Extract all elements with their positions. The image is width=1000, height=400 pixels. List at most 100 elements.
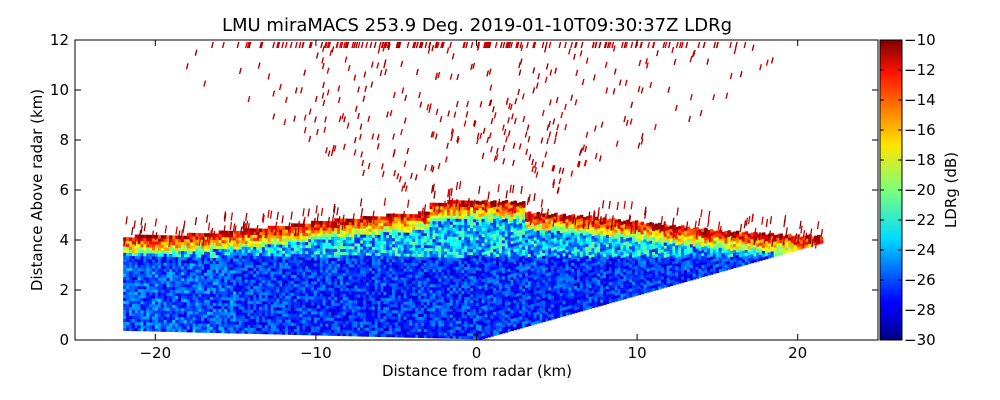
ldr-cell — [438, 256, 442, 261]
ldr-cell — [267, 309, 272, 314]
ldr-cell — [371, 297, 376, 301]
ldr-cell — [389, 252, 393, 257]
ldr-cell — [256, 312, 260, 316]
ldr-cell — [366, 315, 370, 319]
ldr-cell — [131, 288, 136, 293]
ldr-cell — [415, 229, 419, 233]
ldr-cell — [397, 309, 402, 314]
ldr-cell — [458, 260, 462, 264]
ldr-cell — [406, 268, 410, 272]
ldr-cell — [446, 248, 451, 252]
ldr-cell — [452, 224, 457, 228]
ldr-cell — [464, 245, 468, 250]
ldr-cell — [319, 281, 324, 285]
ldr-cell — [238, 321, 243, 325]
ldr-cell — [348, 266, 353, 271]
ldr-cell — [467, 317, 471, 322]
ldr-cell — [383, 318, 387, 323]
ldr-cell — [296, 310, 301, 314]
ldr-cell — [392, 225, 396, 230]
ldr-cell — [377, 294, 382, 298]
ldr-cell — [438, 265, 442, 270]
ldr-cell — [429, 280, 434, 285]
ldr-cell — [412, 220, 416, 224]
ldr-cell — [218, 281, 223, 286]
ldr-cell — [235, 285, 240, 289]
ldr-cell — [438, 250, 442, 255]
ldr-cell — [233, 269, 237, 274]
ldr-cell — [383, 333, 387, 338]
ldr-cell — [299, 244, 303, 249]
ldr-cell — [420, 283, 425, 287]
ldr-cell — [452, 257, 457, 261]
ldr-cell — [305, 322, 309, 327]
ldr-cell — [435, 313, 439, 318]
ldr-cell — [455, 203, 460, 207]
ldr-cell — [461, 218, 465, 222]
ldr-cell — [397, 216, 402, 221]
ldr-cell — [383, 261, 387, 266]
ldr-cell — [473, 320, 477, 325]
ldr-cell — [178, 277, 182, 282]
ldr-cell — [273, 318, 277, 323]
ldr-cell — [403, 277, 408, 281]
ldr-cell — [311, 319, 315, 324]
ldr-cell — [452, 227, 457, 231]
ldr-cell — [244, 321, 249, 325]
ldr-cell — [432, 247, 436, 252]
ldr-cell — [172, 277, 176, 281]
ldr-cell — [470, 311, 474, 316]
ldr-cell — [285, 241, 289, 245]
ldr-cell — [348, 218, 353, 223]
ldr-cell — [366, 288, 370, 292]
ldr-cell — [334, 251, 338, 255]
ldr-cell — [163, 250, 168, 254]
ldr-cell — [409, 316, 413, 320]
ldr-cell — [259, 330, 263, 335]
ldr-cell — [322, 266, 327, 270]
ldr-cell — [412, 217, 416, 221]
ldr-cell — [264, 300, 269, 305]
ldr-cell — [360, 243, 364, 247]
ldr-cell — [444, 209, 448, 213]
ldr-cell — [420, 220, 425, 224]
ldr-cell — [163, 268, 168, 272]
ldr-cell — [415, 235, 419, 239]
ldr-cell — [334, 266, 338, 270]
ldr-cell — [380, 285, 384, 289]
ldr-cell — [218, 326, 223, 331]
ldr-cell — [178, 235, 182, 240]
ldr-cell — [461, 269, 465, 273]
ldr-cell — [183, 304, 188, 309]
ldr-cell — [178, 283, 182, 288]
ldr-cell — [282, 250, 286, 254]
ldr-cell — [146, 297, 150, 302]
ldr-cell — [241, 324, 246, 328]
ldr-cell — [438, 298, 442, 303]
ldr-cell — [175, 295, 179, 300]
ldr-cell — [337, 293, 341, 297]
ldr-cell — [186, 238, 191, 243]
ldr-cell — [299, 268, 303, 273]
ldr-cell — [377, 261, 382, 265]
ldr-cell — [221, 263, 225, 268]
ldr-cell — [175, 289, 179, 294]
ldr-cell — [368, 255, 373, 259]
ldr-cell — [394, 282, 399, 287]
ldr-cell — [264, 270, 269, 275]
ldr-cell — [152, 246, 156, 251]
ldr-cell — [160, 262, 165, 266]
ldr-cell — [386, 219, 390, 224]
ldr-cell — [397, 318, 402, 323]
ldr-cell — [412, 256, 416, 260]
ldr-cell — [455, 266, 460, 270]
ldr-cell — [374, 246, 379, 250]
ldr-cell — [409, 286, 413, 290]
ldr-cell — [475, 320, 480, 325]
ldr-cell — [160, 328, 165, 332]
ldr-cell — [181, 238, 185, 243]
ldr-cell — [340, 218, 344, 223]
ldr-cell — [311, 232, 315, 237]
ldr-cell — [383, 330, 387, 335]
ldr-cell — [311, 322, 315, 327]
